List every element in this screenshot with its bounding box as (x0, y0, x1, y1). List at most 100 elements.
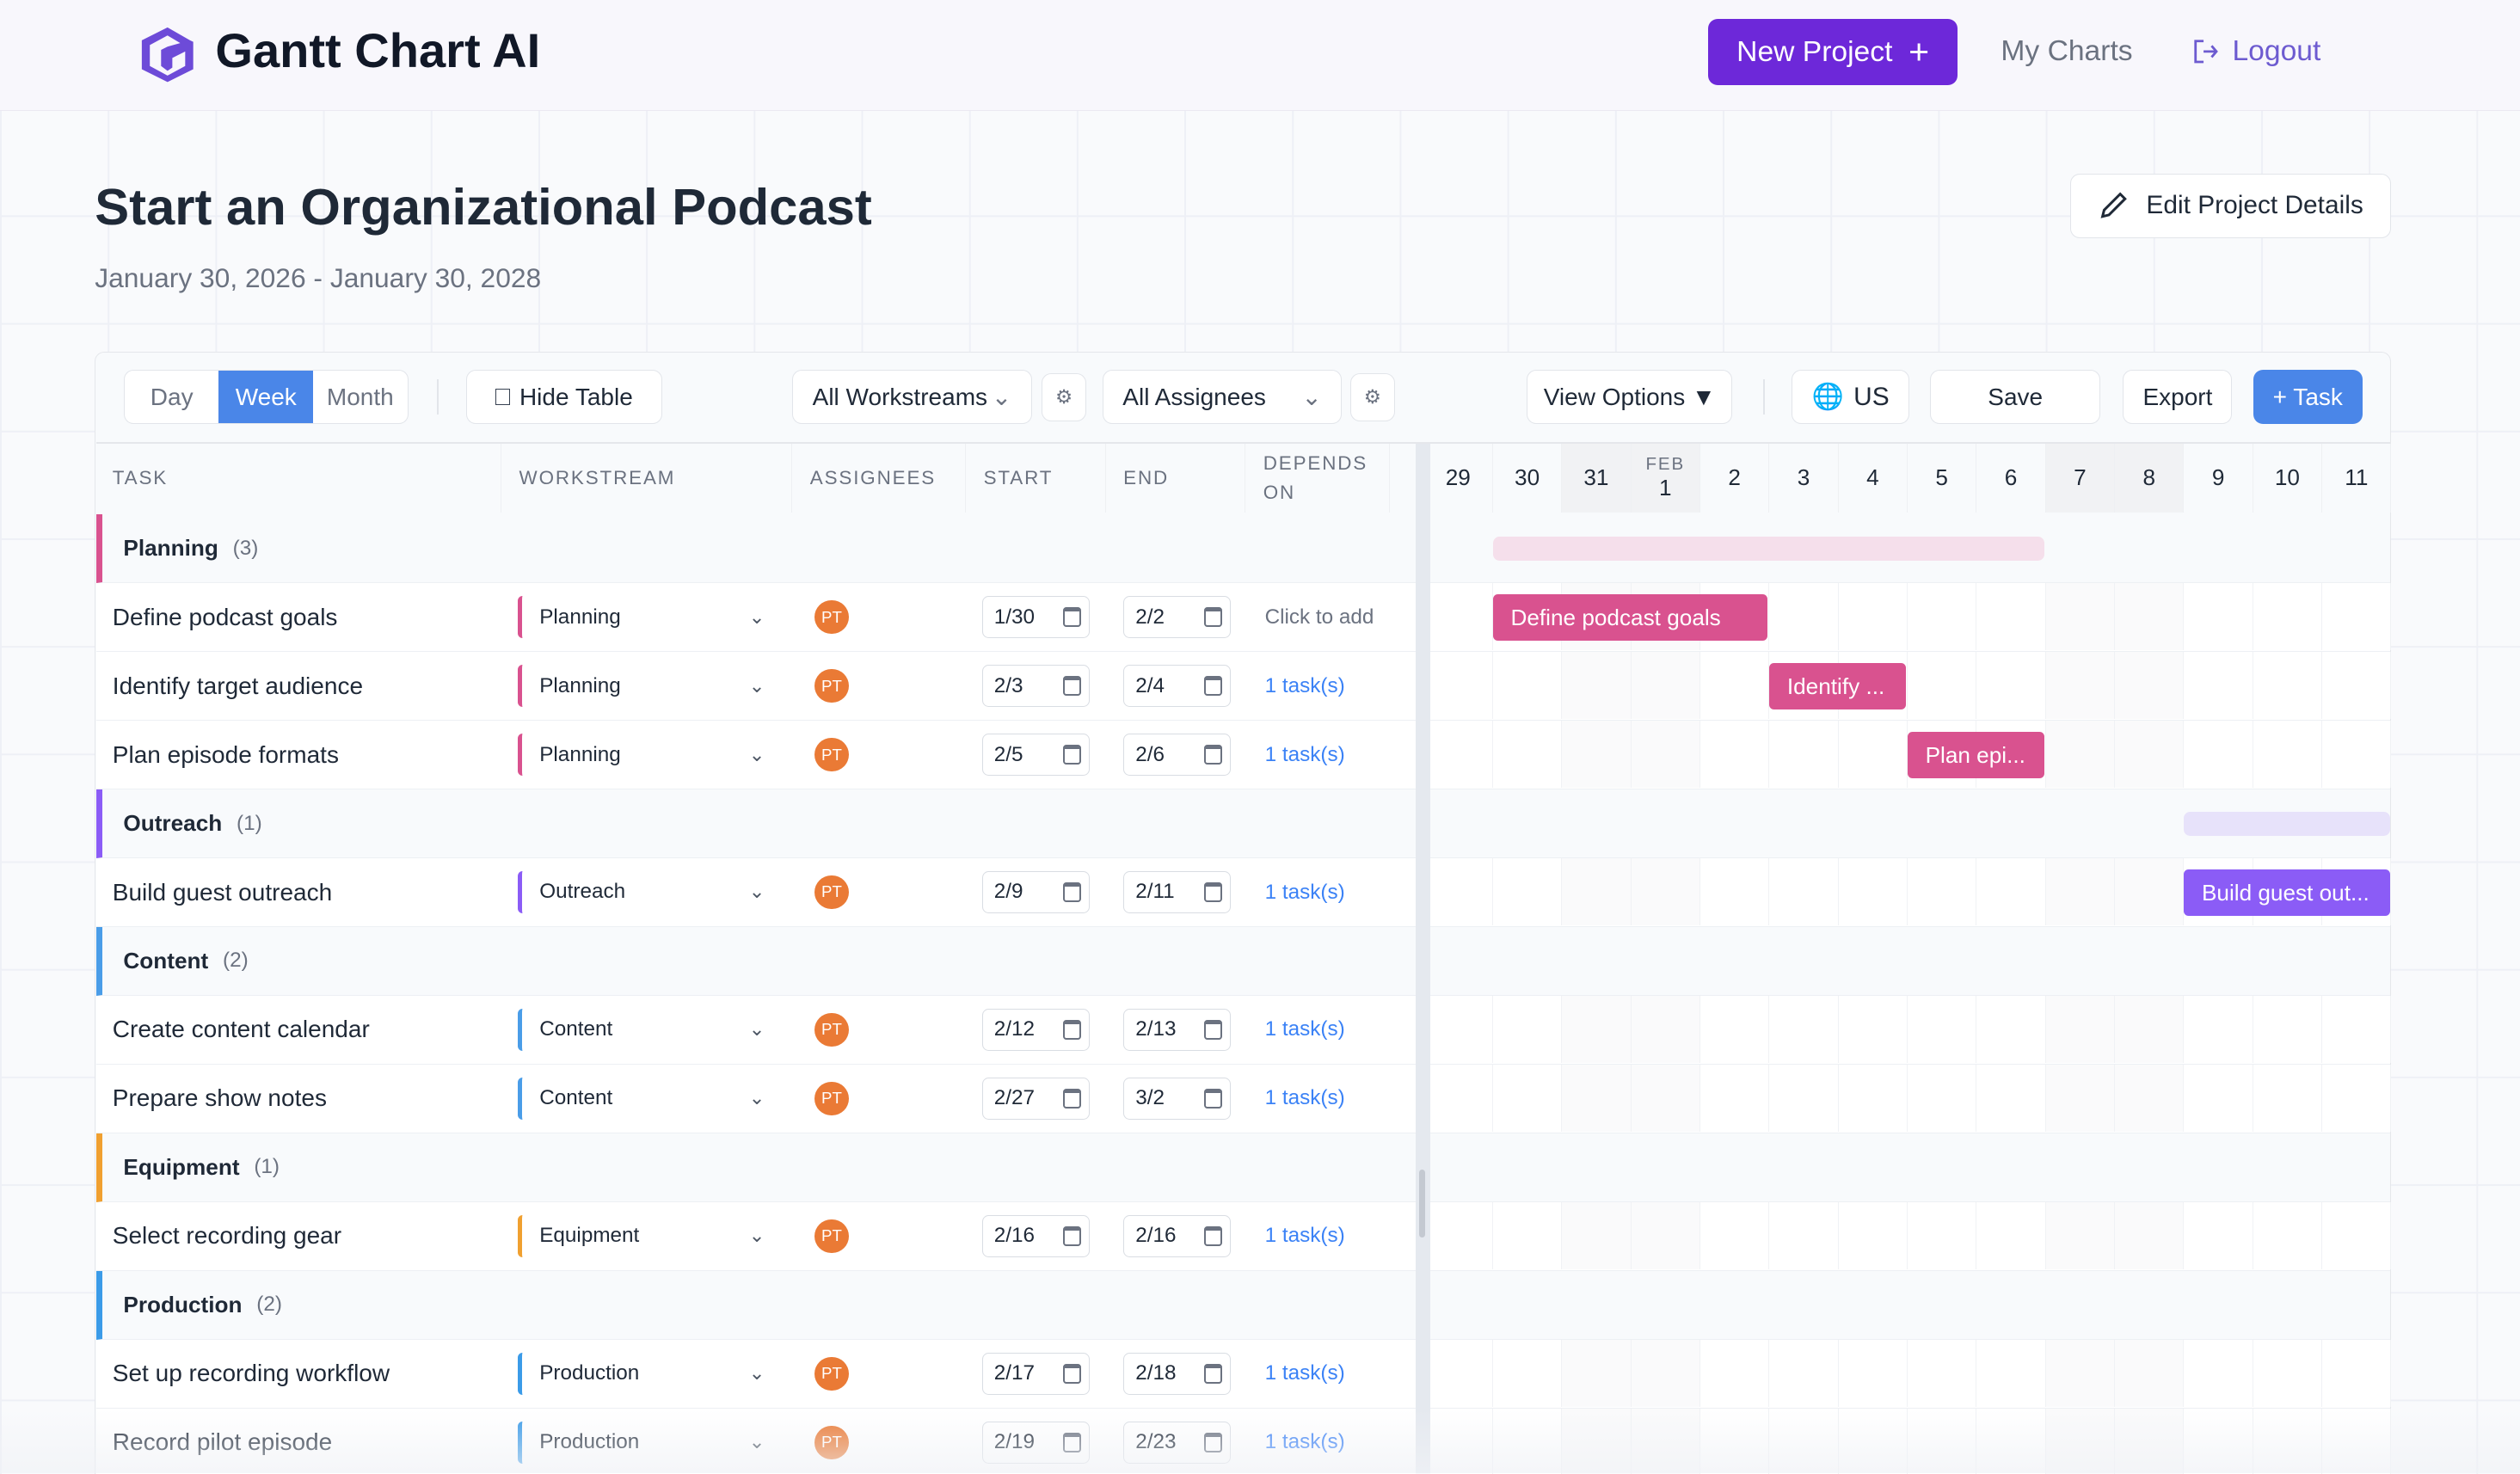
view-week[interactable]: Week (218, 370, 314, 424)
workstream-select[interactable]: Content ⌄ (517, 1078, 775, 1120)
grid-cell (1976, 651, 2046, 720)
task-row[interactable]: Build guest outreach Outreach ⌄ PT 2/9 2/11 1 … (96, 857, 1417, 928)
depends-on-link[interactable]: 1 task(s) (1264, 1224, 1345, 1248)
end-date-input[interactable]: 2/18 (1123, 1353, 1232, 1395)
group-row[interactable]: Equipment (1) (96, 1133, 1417, 1203)
task-row[interactable]: Plan episode formats Planning ⌄ PT 2/5 2/6 1 t… (96, 720, 1417, 790)
task-bar[interactable]: Define podcast goals (1492, 594, 1768, 642)
workstream-select[interactable]: Planning ⌄ (517, 665, 775, 707)
grid-cell (1700, 995, 1770, 1064)
assignee-filter[interactable]: All Assignees ⌄ (1102, 369, 1343, 425)
task-bar[interactable]: Identify ... (1769, 662, 1907, 710)
task-bar[interactable]: Plan epi... (1908, 731, 2044, 779)
avatar[interactable]: PT (814, 875, 849, 910)
end-date-input[interactable]: 2/2 (1123, 596, 1232, 638)
divider (96, 441, 2390, 444)
workstream-value: Equipment (539, 1224, 640, 1248)
task-bar[interactable]: Build guest out... (2184, 869, 2390, 917)
end-date-input[interactable]: 3/2 (1123, 1078, 1232, 1120)
grid-cell (2322, 720, 2392, 789)
view-month[interactable]: Month (326, 383, 394, 410)
start-date-input[interactable]: 2/16 (981, 1215, 1090, 1257)
grid-cell (1700, 857, 1770, 926)
depends-on-link[interactable]: 1 task(s) (1264, 1086, 1345, 1110)
hide-table-button[interactable]: Hide Table (465, 369, 662, 425)
start-date-input[interactable]: 2/17 (981, 1353, 1090, 1395)
end-date-input[interactable]: 2/6 (1123, 734, 1232, 776)
grid-cell (1839, 1339, 1908, 1408)
table-resize-handle[interactable] (1416, 443, 1431, 1474)
task-name[interactable]: Identify target audience (112, 672, 364, 699)
chevron-down-icon: ⌄ (1301, 384, 1322, 411)
column-header: ASSIGNEES (792, 443, 967, 513)
task-name[interactable]: Set up recording workflow (112, 1360, 390, 1387)
logout-link[interactable]: Logout (2192, 35, 2320, 68)
workstream-filter[interactable]: All Workstreams ⌄ (792, 369, 1032, 425)
start-date-input[interactable]: 2/3 (981, 665, 1090, 707)
task-row[interactable]: Identify target audience Planning ⌄ PT 2/3 2/… (96, 651, 1417, 722)
end-date-input[interactable]: 2/16 (1123, 1215, 1232, 1257)
task-name[interactable]: Create content calendar (112, 1016, 370, 1043)
workstream-value: Content (539, 1017, 613, 1041)
export-button[interactable]: Export (2123, 369, 2233, 425)
depends-on-link[interactable]: 1 task(s) (1264, 673, 1345, 697)
workstream-select[interactable]: Content ⌄ (517, 1009, 775, 1051)
depends-on-link[interactable]: 1 task(s) (1264, 1017, 1345, 1041)
group-name: Production (123, 1291, 243, 1317)
view-day[interactable]: Day (150, 383, 194, 410)
group-row[interactable]: Production (2) (96, 1270, 1417, 1341)
task-row[interactable]: Prepare show notes Content ⌄ PT 2/27 3/2 1 tas… (96, 1064, 1417, 1134)
end-date-input[interactable]: 2/13 (1123, 1009, 1232, 1051)
view-options-button[interactable]: View Options ▼ (1527, 369, 1733, 425)
avatar[interactable]: PT (814, 737, 849, 772)
task-name[interactable]: Build guest outreach (112, 878, 333, 906)
avatar[interactable]: PT (814, 1081, 849, 1116)
workstream-select[interactable]: Planning ⌄ (517, 596, 775, 638)
group-row[interactable]: Planning (3) (96, 513, 1417, 584)
group-count: (1) (237, 811, 262, 835)
group-row[interactable]: Outreach (1) (96, 789, 1417, 859)
workstream-select[interactable]: Outreach ⌄ (517, 871, 775, 913)
task-row[interactable]: Set up recording workflow Production ⌄ PT 2/… (96, 1339, 1417, 1409)
new-project-button[interactable]: New Project + (1708, 19, 1958, 86)
task-name[interactable]: Define podcast goals (112, 603, 338, 630)
grid-cell (1493, 995, 1563, 1064)
workstream-select[interactable]: Equipment ⌄ (517, 1215, 775, 1257)
start-date-input[interactable]: 2/12 (981, 1009, 1090, 1051)
start-date-input[interactable]: 2/5 (981, 734, 1090, 776)
depends-on-link[interactable]: 1 task(s) (1264, 742, 1345, 766)
workstream-select[interactable]: Production ⌄ (517, 1353, 775, 1395)
edit-project-button[interactable]: Edit Project Details (2069, 173, 2392, 238)
assignee-settings-button[interactable]: ⚙ (1349, 372, 1395, 421)
task-row[interactable]: Define podcast goals Planning ⌄ PT 1/30 2/2 Cl… (96, 582, 1417, 653)
workstream-settings-button[interactable]: ⚙ (1041, 372, 1087, 421)
depends-on-link[interactable]: 1 task(s) (1264, 880, 1345, 904)
add-task-button[interactable]: + Task (2253, 369, 2363, 425)
start-date-input[interactable]: 1/30 (981, 596, 1090, 638)
calendar-icon (1063, 1020, 1081, 1040)
avatar[interactable]: PT (814, 668, 849, 703)
avatar[interactable]: PT (814, 1219, 849, 1253)
grid-cell (2322, 1201, 2392, 1270)
avatar[interactable]: PT (814, 599, 849, 635)
start-date-input[interactable]: 2/9 (981, 871, 1090, 913)
locale-button[interactable]: 🌐 US (1792, 369, 1909, 425)
grid-cell (1424, 857, 1493, 926)
task-name[interactable]: Prepare show notes (112, 1084, 327, 1112)
my-charts-link[interactable]: My Charts (2001, 35, 2133, 68)
end-date-input[interactable]: 2/11 (1123, 871, 1232, 913)
save-button[interactable]: Save (1930, 369, 2101, 425)
group-row[interactable]: Content (2) (96, 926, 1417, 997)
workstream-select[interactable]: Planning ⌄ (517, 734, 775, 776)
depends-on-link[interactable]: 1 task(s) (1264, 1361, 1345, 1385)
start-date-input[interactable]: 2/27 (981, 1078, 1090, 1120)
task-row[interactable]: Select recording gear Equipment ⌄ PT 2/16 2/1… (96, 1201, 1417, 1272)
depends-on-link[interactable]: Click to add (1264, 605, 1374, 629)
task-name[interactable]: Select recording gear (112, 1222, 342, 1250)
avatar[interactable]: PT (814, 1356, 849, 1391)
task-name[interactable]: Plan episode formats (112, 740, 339, 768)
avatar[interactable]: PT (814, 1012, 849, 1047)
end-date-input[interactable]: 2/4 (1123, 665, 1232, 707)
end-date-value: 2/16 (1135, 1224, 1177, 1248)
task-row[interactable]: Create content calendar Content ⌄ PT 2/12 2/1… (96, 995, 1417, 1066)
